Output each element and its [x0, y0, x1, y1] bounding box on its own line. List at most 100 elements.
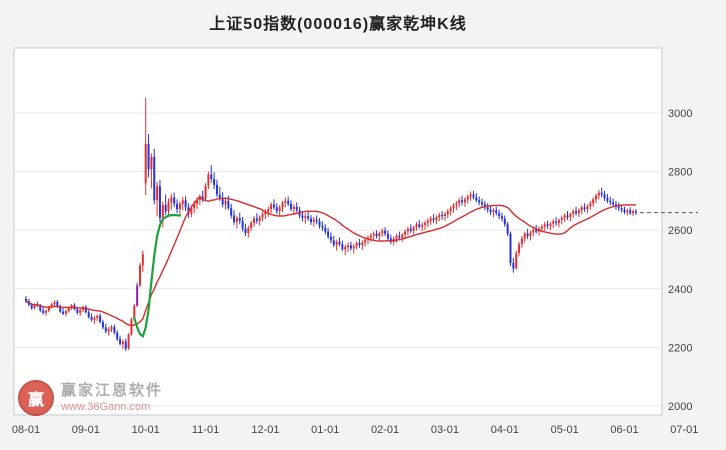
- x-axis-label: 07-01: [670, 424, 698, 436]
- candle-body: [67, 307, 70, 312]
- candle-body: [255, 218, 258, 221]
- page-title: 上证50指数(000016)赢家乾坤K线: [209, 16, 467, 33]
- candle-body: [509, 233, 512, 263]
- candle-body: [338, 241, 341, 245]
- signal-line: [133, 213, 181, 338]
- y-axis-label: 2800: [668, 167, 692, 179]
- x-axis-label: 05-01: [551, 424, 579, 436]
- candle-body: [204, 185, 207, 199]
- candle-body: [110, 326, 113, 330]
- candle-body: [193, 203, 196, 209]
- candle-body: [261, 214, 264, 218]
- candle-body: [549, 223, 552, 226]
- candle-body: [469, 194, 472, 197]
- candle-body: [233, 215, 236, 222]
- candle-body: [452, 205, 455, 209]
- candle-body: [495, 210, 498, 214]
- candle-body: [307, 216, 310, 219]
- candle-body: [426, 220, 429, 223]
- candle-body: [438, 214, 441, 218]
- candle-body: [287, 200, 290, 204]
- candle-body: [401, 234, 404, 238]
- candle-body: [355, 243, 358, 247]
- candle-body: [364, 239, 367, 243]
- candle-body: [39, 305, 42, 311]
- candle-body: [475, 197, 478, 201]
- x-axis-label: 01-01: [311, 424, 339, 436]
- candle-body: [449, 208, 452, 212]
- candle-body: [167, 202, 170, 212]
- candle-body: [634, 211, 637, 213]
- candle-body: [520, 238, 523, 245]
- candle-body: [352, 246, 355, 249]
- candle-body: [472, 194, 475, 198]
- candle-body: [429, 218, 432, 221]
- candle-body: [258, 217, 261, 221]
- candle-body: [546, 224, 549, 226]
- candle-body: [597, 192, 600, 196]
- candle-body: [318, 221, 321, 226]
- candle-body: [198, 196, 201, 201]
- x-axis-label: 04-01: [491, 424, 519, 436]
- candle-body: [304, 216, 307, 218]
- candle-body: [349, 245, 352, 249]
- candle-body: [76, 309, 79, 313]
- candle-body: [424, 222, 426, 225]
- candle-body: [395, 236, 398, 239]
- candle-body: [529, 232, 532, 237]
- candle-body: [523, 233, 526, 239]
- candle-body: [275, 207, 278, 212]
- candle-body: [600, 192, 603, 195]
- candle-body: [295, 206, 298, 211]
- candle-body: [566, 215, 569, 218]
- candle-body: [341, 244, 344, 250]
- x-axis-label: 02-01: [371, 424, 399, 436]
- x-axis-layer: 08-01 09-01 10-01 11-01 12-01 01-01 02-01 03-01…: [12, 424, 698, 436]
- candle-body: [113, 326, 116, 333]
- candle-body: [335, 241, 338, 245]
- candle-body: [133, 305, 136, 320]
- candle-body: [161, 204, 164, 218]
- candle-body: [213, 178, 216, 185]
- candle-body: [224, 200, 227, 205]
- candle-body: [156, 186, 159, 201]
- candle-body: [404, 231, 407, 235]
- candle-body: [583, 207, 586, 210]
- candle-body: [321, 225, 324, 228]
- candle-body: [503, 218, 506, 225]
- candle-body: [543, 224, 546, 227]
- ma-line: [25, 195, 636, 327]
- candle-body: [406, 228, 409, 232]
- candle-body: [569, 214, 572, 218]
- candle-body: [170, 197, 173, 203]
- candle-body: [595, 195, 597, 200]
- candle-body: [136, 285, 139, 306]
- candle-body: [575, 211, 578, 214]
- candle-body: [344, 247, 347, 250]
- candle-body: [312, 219, 315, 222]
- candle-body: [386, 233, 389, 239]
- candle-body: [44, 310, 47, 313]
- candle-body: [184, 200, 187, 208]
- candle-body: [270, 204, 273, 210]
- candle-body: [612, 202, 615, 205]
- candle-body: [104, 327, 107, 332]
- candle-body: [310, 218, 312, 222]
- candle-body: [107, 329, 110, 332]
- candle-body: [506, 224, 509, 234]
- x-axis-label: 11-01: [192, 424, 219, 436]
- candle-body: [62, 311, 65, 314]
- candle-body: [267, 209, 270, 213]
- candle-body: [332, 240, 335, 245]
- candle-body: [59, 306, 62, 312]
- candle-body: [47, 306, 50, 311]
- candle-body: [90, 316, 93, 320]
- candle-body: [555, 221, 558, 223]
- candle-body: [30, 304, 33, 309]
- candle-body: [227, 200, 230, 208]
- candle-body: [139, 265, 141, 286]
- candle-body: [278, 207, 281, 212]
- candle-body: [241, 220, 244, 229]
- candle-body: [435, 217, 438, 220]
